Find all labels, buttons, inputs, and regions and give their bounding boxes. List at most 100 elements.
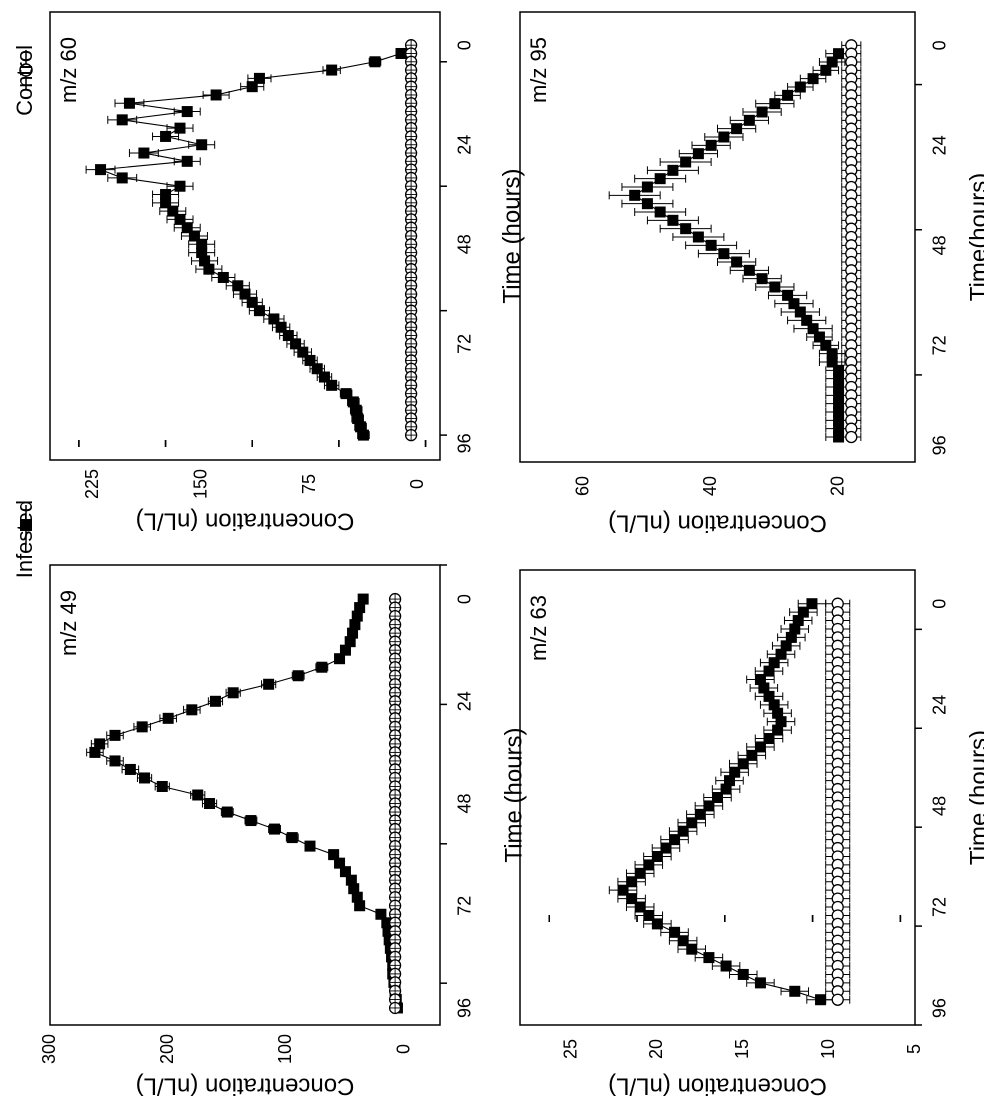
time-tick-label: 72 (930, 335, 950, 355)
legend-control-marker (19, 63, 33, 77)
data-point (297, 346, 309, 358)
data-point (269, 823, 281, 835)
data-point (833, 389, 845, 401)
data-point (304, 354, 316, 366)
data-point (756, 106, 768, 118)
data-point (174, 213, 186, 225)
data-point (326, 379, 338, 391)
time-tick-label: 72 (455, 334, 475, 354)
data-point (204, 798, 216, 810)
data-point (833, 431, 845, 443)
conc-tick-label: 20 (827, 476, 847, 496)
time-tick-label: 48 (930, 796, 950, 816)
conc-tick-label: 225 (82, 469, 102, 499)
data-point (794, 306, 806, 318)
legend: Infested Control (12, 45, 37, 578)
data-point (705, 139, 717, 151)
series-control (841, 39, 862, 444)
data-point (782, 89, 794, 101)
data-point (686, 943, 698, 955)
data-point (263, 678, 275, 690)
data-point (318, 371, 330, 383)
conc-tick-label: 200 (157, 1034, 177, 1064)
series-control (825, 597, 851, 1006)
conc-tick-label: 15 (732, 1039, 752, 1059)
data-point (160, 130, 172, 142)
data-point (227, 687, 239, 699)
data-point (268, 313, 280, 325)
plot-frame (519, 569, 916, 1026)
data-point (328, 849, 340, 861)
data-point (629, 189, 641, 201)
data-point (768, 657, 780, 669)
data-point (801, 314, 813, 326)
data-point (160, 197, 172, 209)
data-point (349, 619, 361, 631)
data-point (789, 985, 801, 997)
data-point (311, 363, 323, 375)
conc-tick-label: 5 (904, 1044, 924, 1054)
conc-tick-label: 60 (572, 476, 592, 496)
data-point (775, 716, 787, 728)
data-point (729, 766, 741, 778)
series-infested (86, 593, 403, 1014)
conc-tick-label: 40 (700, 476, 720, 496)
data-point (375, 908, 387, 920)
chart-panel: 0 24 48 72 96 5 10 15 20 25 Time (hours) Concentrat… (519, 569, 984, 1100)
data-point (737, 758, 749, 770)
data-point (217, 271, 229, 283)
data-point (820, 339, 832, 351)
data-point (174, 180, 186, 192)
series-infested (608, 598, 835, 1006)
data-point (347, 627, 359, 639)
conc-axis-title: Concentration (nL/L) (608, 1073, 827, 1100)
conc-tick-label: 75 (299, 474, 319, 494)
time-tick-label: 48 (455, 234, 475, 254)
data-point (109, 729, 121, 741)
data-point (692, 148, 704, 160)
data-point (160, 189, 172, 201)
data-point (845, 430, 858, 444)
data-point (136, 721, 148, 733)
time-tick-label: 24 (930, 695, 950, 715)
data-point (232, 280, 244, 292)
data-point (334, 653, 346, 665)
conc-axis-title: Concentration (nL/L) (608, 510, 827, 537)
data-point (174, 122, 186, 134)
data-point (754, 741, 766, 753)
data-point (109, 755, 121, 767)
series-control (388, 592, 402, 1015)
conc-tick-label: 20 (646, 1039, 666, 1059)
data-point (304, 840, 316, 852)
data-point (754, 977, 766, 989)
data-point (282, 330, 294, 342)
data-point (703, 800, 715, 812)
data-point (617, 884, 629, 896)
time-tick-label: 96 (930, 998, 950, 1018)
data-point (348, 883, 360, 895)
data-point (833, 48, 845, 60)
conc-tick-label: 10 (818, 1039, 838, 1059)
data-point (772, 724, 784, 736)
data-point (669, 834, 681, 846)
data-point (634, 867, 646, 879)
data-point (340, 388, 352, 400)
data-point (769, 98, 781, 110)
data-point (763, 665, 775, 677)
data-point (754, 674, 766, 686)
data-point (826, 56, 838, 68)
data-point (763, 690, 775, 702)
data-point (694, 808, 706, 820)
time-tick-label: 96 (455, 433, 475, 453)
data-point (203, 263, 215, 275)
data-point (345, 874, 357, 886)
series-line (94, 598, 398, 1009)
data-point (196, 139, 208, 151)
data-point (743, 114, 755, 126)
time-tick-label: 72 (930, 897, 950, 917)
data-point (789, 623, 801, 635)
data-point (833, 364, 845, 376)
time-tick-label: 0 (455, 594, 475, 604)
data-point (743, 264, 755, 276)
time-tick-label: 0 (930, 40, 950, 50)
